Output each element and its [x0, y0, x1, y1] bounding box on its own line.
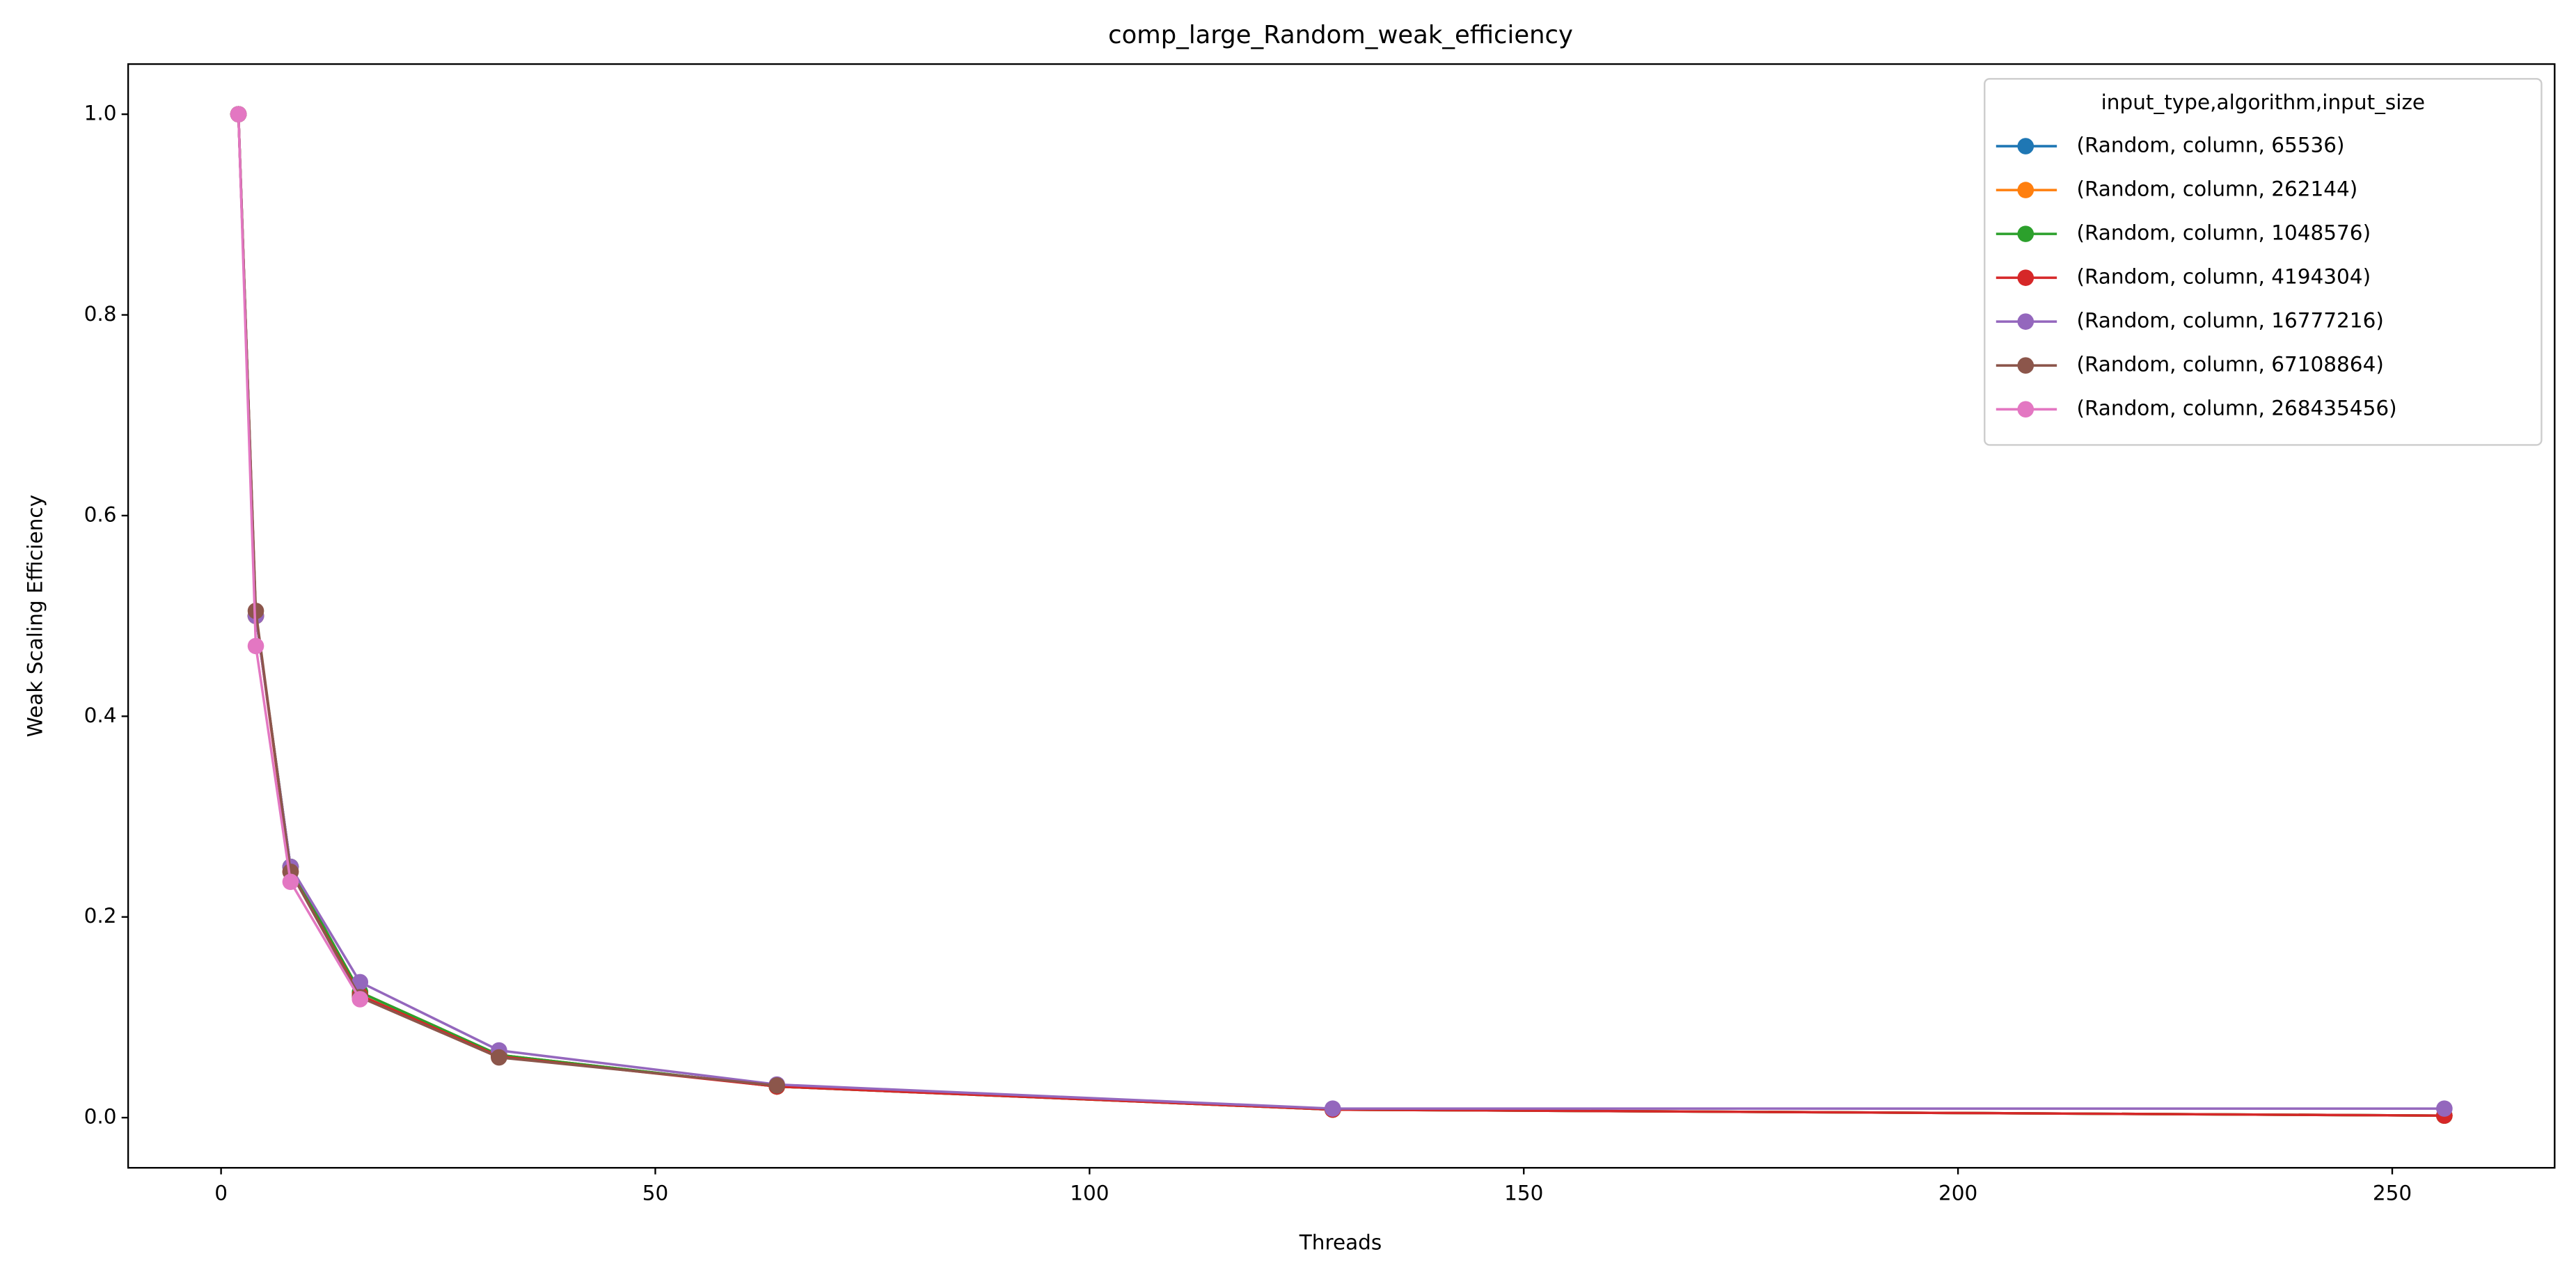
y-axis-label: Weak Scaling Efficiency [23, 495, 47, 737]
legend-marker [2017, 313, 2034, 330]
y-tick-label: 0.8 [84, 302, 117, 326]
plot-frame [127, 63, 2556, 1169]
series-line [237, 114, 361, 1000]
legend-marker [2017, 269, 2034, 286]
legend-marker [2017, 357, 2034, 374]
x-axis-label: Threads [1299, 1230, 1382, 1254]
data-point [351, 991, 369, 1008]
chart-title: comp_large_Random_weak_efficiency [1108, 21, 1573, 49]
legend-box [1984, 78, 2543, 446]
x-tick-label: 0 [214, 1181, 228, 1205]
y-tick-label: 0.6 [84, 502, 117, 526]
legend-label: (Random, column, 262144) [2076, 177, 2357, 201]
legend-label: (Random, column, 67108864) [2076, 353, 2383, 376]
x-tick-label: 250 [2373, 1181, 2412, 1205]
x-tick-label: 50 [642, 1181, 669, 1205]
data-point [351, 974, 369, 991]
legend-marker [2017, 138, 2034, 154]
legend-label: (Random, column, 1048576) [2076, 221, 2371, 245]
data-point [282, 873, 299, 891]
y-tick-label: 0.4 [84, 704, 117, 727]
y-tick-label: 1.0 [84, 102, 117, 125]
legend-label: (Random, column, 4194304) [2076, 265, 2371, 289]
data-point [768, 1077, 785, 1094]
legend-label: (Random, column, 65536) [2076, 134, 2344, 157]
x-tick-label: 200 [1938, 1181, 1977, 1205]
data-point [230, 106, 247, 122]
legend-marker [2017, 401, 2034, 418]
y-tick-label: 0.0 [84, 1105, 117, 1129]
legend-marker [2017, 182, 2034, 198]
x-tick-label: 100 [1070, 1181, 1109, 1205]
x-tick-label: 150 [1504, 1181, 1543, 1205]
y-tick-label: 0.2 [84, 904, 117, 928]
legend-marker [2017, 225, 2034, 242]
legend-label: (Random, column, 268435456) [2076, 397, 2396, 420]
data-point [491, 1049, 507, 1066]
data-point [1324, 1100, 1341, 1117]
data-point [247, 637, 264, 655]
legend-label: (Random, column, 16777216) [2076, 309, 2383, 333]
legend-title: input_type,algorithm,input_size [2101, 90, 2425, 114]
data-point [2436, 1100, 2453, 1117]
